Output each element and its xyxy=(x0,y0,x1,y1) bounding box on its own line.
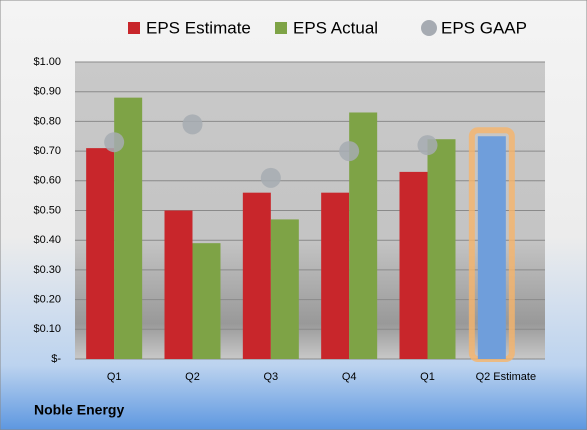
x-tick-label: Q1 xyxy=(107,371,122,383)
y-tick-label: $0.30 xyxy=(33,264,61,276)
bar xyxy=(242,192,271,359)
bar xyxy=(427,139,456,359)
gaap-marker xyxy=(104,132,125,153)
gaap-marker xyxy=(417,135,438,156)
legend-label: EPS GAAP xyxy=(441,18,527,37)
x-tick-label: Q2 Estimate xyxy=(476,371,537,383)
y-tick-label: $0.50 xyxy=(33,204,61,216)
bar xyxy=(270,219,299,359)
y-tick-label: $0.40 xyxy=(33,234,61,246)
x-tick-label: Q3 xyxy=(263,371,278,383)
x-tick-label: Q1 xyxy=(420,371,435,383)
y-tick-label: $- xyxy=(51,353,61,365)
footer: Noble Energy xyxy=(34,402,124,418)
y-tick-label: $0.80 xyxy=(33,115,61,127)
gaap-marker xyxy=(182,114,203,135)
y-tick-label: $0.90 xyxy=(33,86,61,98)
bar xyxy=(399,171,428,359)
legend-marker xyxy=(128,22,140,34)
y-tick-label: $0.60 xyxy=(33,175,61,187)
bar xyxy=(321,192,350,359)
legend-marker xyxy=(421,20,437,36)
bar xyxy=(192,243,221,359)
bar xyxy=(86,148,115,359)
legend-label: EPS Actual xyxy=(293,18,378,37)
gaap-marker xyxy=(260,167,281,188)
x-tick-label: Q2 xyxy=(185,371,200,383)
bar xyxy=(164,210,193,359)
bar xyxy=(477,136,506,359)
legend-marker xyxy=(275,22,287,34)
y-tick-label: $0.70 xyxy=(33,145,61,157)
y-tick-label: $0.20 xyxy=(33,294,61,306)
legend-label: EPS Estimate xyxy=(146,18,251,37)
gaap-marker xyxy=(339,141,360,162)
x-tick-label: Q4 xyxy=(342,371,357,383)
y-tick-label: $1.00 xyxy=(33,56,61,68)
y-tick-label: $0.10 xyxy=(33,323,61,335)
